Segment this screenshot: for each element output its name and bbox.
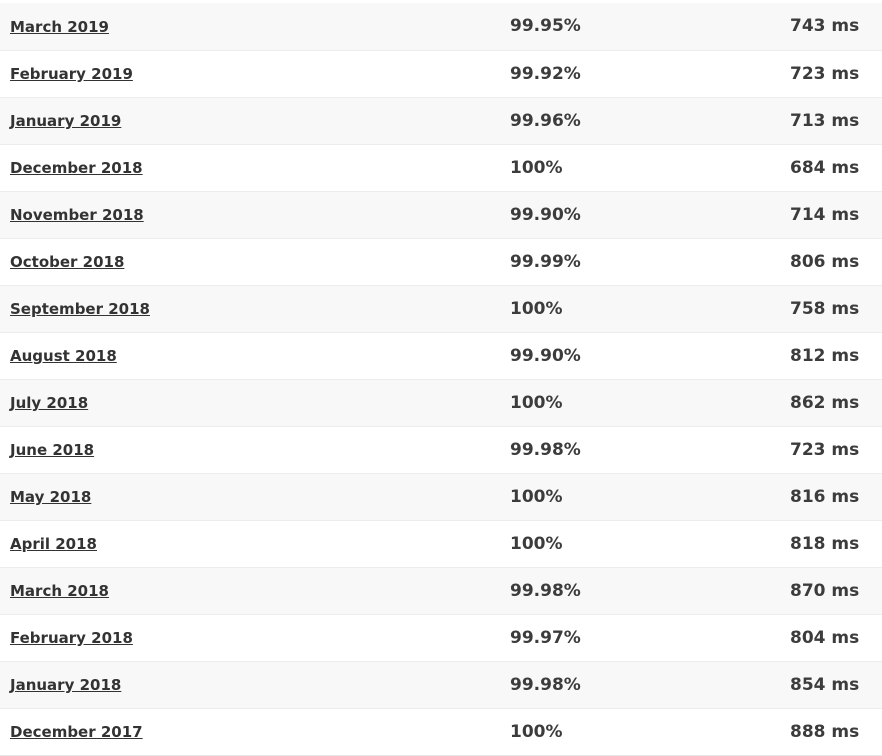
uptime-value: 100% (500, 144, 756, 192)
month-link[interactable]: January 2018 (10, 676, 122, 694)
month-link[interactable]: July 2018 (10, 394, 89, 412)
month-cell: March 2019 (0, 3, 500, 51)
table-row: March 2018 99.98% 870 ms (0, 567, 882, 615)
table-row: January 2019 99.96% 713 ms (0, 97, 882, 145)
month-cell: April 2018 (0, 520, 500, 568)
response-time-value: 758 ms (756, 285, 882, 333)
month-cell: January 2019 (0, 97, 500, 145)
month-link[interactable]: March 2018 (10, 582, 109, 600)
table-row: January 2018 99.98% 854 ms (0, 661, 882, 709)
month-link[interactable]: January 2019 (10, 112, 122, 130)
month-cell: December 2018 (0, 144, 500, 192)
month-cell: January 2018 (0, 661, 500, 709)
uptime-value: 99.92% (500, 50, 756, 98)
uptime-value: 99.98% (500, 426, 756, 474)
table-row: February 2018 99.97% 804 ms (0, 614, 882, 662)
response-time-value: 862 ms (756, 379, 882, 427)
month-cell: November 2018 (0, 191, 500, 239)
uptime-value: 99.97% (500, 614, 756, 662)
table-row: October 2018 99.99% 806 ms (0, 238, 882, 286)
uptime-value: 99.98% (500, 567, 756, 615)
uptime-value: 99.90% (500, 191, 756, 239)
month-cell: December 2017 (0, 708, 500, 756)
month-link[interactable]: August 2018 (10, 347, 117, 365)
response-time-value: 888 ms (756, 708, 882, 756)
response-time-value: 714 ms (756, 191, 882, 239)
uptime-value: 100% (500, 520, 756, 568)
response-time-value: 870 ms (756, 567, 882, 615)
table-row: May 2018 100% 816 ms (0, 473, 882, 521)
month-cell: February 2019 (0, 50, 500, 98)
month-link[interactable]: June 2018 (10, 441, 95, 459)
table-row: July 2018 100% 862 ms (0, 379, 882, 427)
table-row: March 2019 99.95% 743 ms (0, 3, 882, 51)
month-link[interactable]: September 2018 (10, 300, 150, 318)
table-row: April 2018 100% 818 ms (0, 520, 882, 568)
month-cell: March 2018 (0, 567, 500, 615)
month-link[interactable]: February 2018 (10, 629, 133, 647)
response-time-value: 816 ms (756, 473, 882, 521)
uptime-table: March 2019 99.95% 743 ms February 2019 9… (0, 3, 882, 756)
response-time-value: 743 ms (756, 3, 882, 51)
response-time-value: 723 ms (756, 426, 882, 474)
table-row: December 2017 100% 888 ms (0, 708, 882, 756)
month-link[interactable]: April 2018 (10, 535, 97, 553)
month-cell: July 2018 (0, 379, 500, 427)
uptime-table-body: March 2019 99.95% 743 ms February 2019 9… (0, 3, 882, 756)
table-row: December 2018 100% 684 ms (0, 144, 882, 192)
uptime-value: 100% (500, 379, 756, 427)
month-link[interactable]: February 2019 (10, 65, 133, 83)
uptime-value: 99.96% (500, 97, 756, 145)
month-link[interactable]: December 2017 (10, 723, 143, 741)
response-time-value: 723 ms (756, 50, 882, 98)
month-cell: October 2018 (0, 238, 500, 286)
table-row: August 2018 99.90% 812 ms (0, 332, 882, 380)
uptime-value: 99.95% (500, 3, 756, 51)
month-link[interactable]: May 2018 (10, 488, 92, 506)
uptime-value: 100% (500, 708, 756, 756)
table-row: September 2018 100% 758 ms (0, 285, 882, 333)
response-time-value: 684 ms (756, 144, 882, 192)
uptime-value: 99.90% (500, 332, 756, 380)
month-cell: June 2018 (0, 426, 500, 474)
response-time-value: 818 ms (756, 520, 882, 568)
month-link[interactable]: December 2018 (10, 159, 143, 177)
uptime-value: 99.99% (500, 238, 756, 286)
month-link[interactable]: October 2018 (10, 253, 125, 271)
response-time-value: 713 ms (756, 97, 882, 145)
month-link[interactable]: March 2019 (10, 17, 109, 36)
table-row: June 2018 99.98% 723 ms (0, 426, 882, 474)
month-cell: February 2018 (0, 614, 500, 662)
response-time-value: 806 ms (756, 238, 882, 286)
table-row: November 2018 99.90% 714 ms (0, 191, 882, 239)
response-time-value: 854 ms (756, 661, 882, 709)
month-cell: September 2018 (0, 285, 500, 333)
month-cell: May 2018 (0, 473, 500, 521)
month-cell: August 2018 (0, 332, 500, 380)
response-time-value: 804 ms (756, 614, 882, 662)
table-row: February 2019 99.92% 723 ms (0, 50, 882, 98)
uptime-value: 100% (500, 473, 756, 521)
uptime-value: 99.98% (500, 661, 756, 709)
response-time-value: 812 ms (756, 332, 882, 380)
month-link[interactable]: November 2018 (10, 206, 144, 224)
uptime-value: 100% (500, 285, 756, 333)
